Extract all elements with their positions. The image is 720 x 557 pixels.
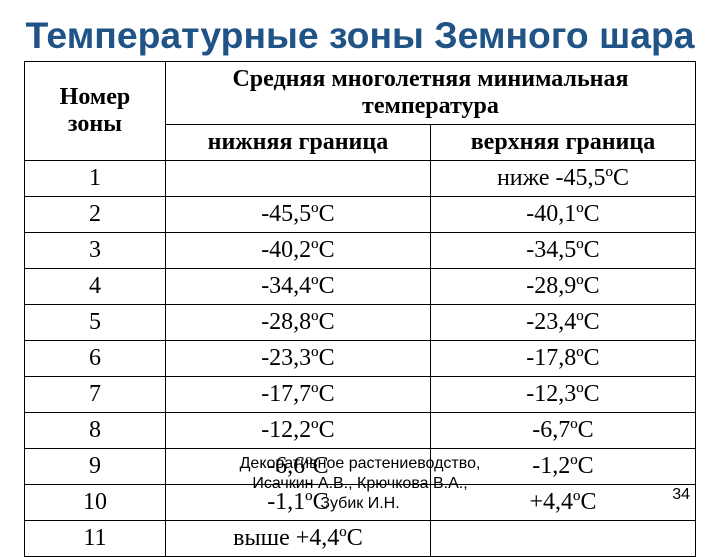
table-row: 4 -34,4ºС -28,9ºС (25, 269, 696, 305)
cell-lower (165, 161, 430, 197)
cell-upper: ниже -45,5ºС (430, 161, 695, 197)
cell-lower: -23,3ºС (165, 341, 430, 377)
cell-lower: выше +4,4ºС (165, 521, 430, 557)
cell-zone: 3 (25, 233, 166, 269)
page-number: 34 (672, 486, 690, 504)
col-lower-header: нижняя граница (165, 125, 430, 161)
cell-lower: -45,5ºС (165, 197, 430, 233)
table-row: 8 -12,2ºС -6,7ºС (25, 413, 696, 449)
table-row: 6 -23,3ºС -17,8ºС (25, 341, 696, 377)
cell-zone: 2 (25, 197, 166, 233)
footer-line-3: Зубик И.Н. (320, 495, 399, 512)
cell-upper: -17,8ºС (430, 341, 695, 377)
cell-lower: -12,2ºС (165, 413, 430, 449)
cell-lower: -40,2ºС (165, 233, 430, 269)
cell-upper: -23,4ºС (430, 305, 695, 341)
cell-lower: -28,8ºС (165, 305, 430, 341)
cell-zone: 6 (25, 341, 166, 377)
cell-zone: 11 (25, 521, 166, 557)
col-upper-header: верхняя граница (430, 125, 695, 161)
cell-upper: -40,1ºС (430, 197, 695, 233)
table-header-row-1: Номер зоны Средняя многолетняя минимальн… (25, 62, 696, 125)
cell-zone: 7 (25, 377, 166, 413)
footer-line-1: Декоративное растениеводство, (240, 455, 481, 472)
footer-credits: Декоративное растениеводство, Исачкин А.… (0, 454, 720, 514)
table-row: 5 -28,8ºС -23,4ºС (25, 305, 696, 341)
cell-upper: -12,3ºС (430, 377, 695, 413)
cell-zone: 4 (25, 269, 166, 305)
cell-zone: 5 (25, 305, 166, 341)
cell-upper: -28,9ºС (430, 269, 695, 305)
col-temp-header: Средняя многолетняя минимальная температ… (165, 62, 695, 125)
table-row: 2 -45,5ºС -40,1ºС (25, 197, 696, 233)
table-row: 1 ниже -45,5ºС (25, 161, 696, 197)
footer-line-2: Исачкин А.В., Крючкова В.А., (252, 475, 467, 492)
table-row: 3 -40,2ºС -34,5ºС (25, 233, 696, 269)
cell-upper: -34,5ºС (430, 233, 695, 269)
cell-zone: 1 (25, 161, 166, 197)
table-row: 7 -17,7ºС -12,3ºС (25, 377, 696, 413)
slide-title: Температурные зоны Земного шара (24, 16, 696, 55)
cell-upper (430, 521, 695, 557)
cell-lower: -17,7ºС (165, 377, 430, 413)
cell-upper: -6,7ºС (430, 413, 695, 449)
col-zone-header: Номер зоны (25, 62, 166, 161)
cell-lower: -34,4ºС (165, 269, 430, 305)
table-row: 11 выше +4,4ºС (25, 521, 696, 557)
cell-zone: 8 (25, 413, 166, 449)
